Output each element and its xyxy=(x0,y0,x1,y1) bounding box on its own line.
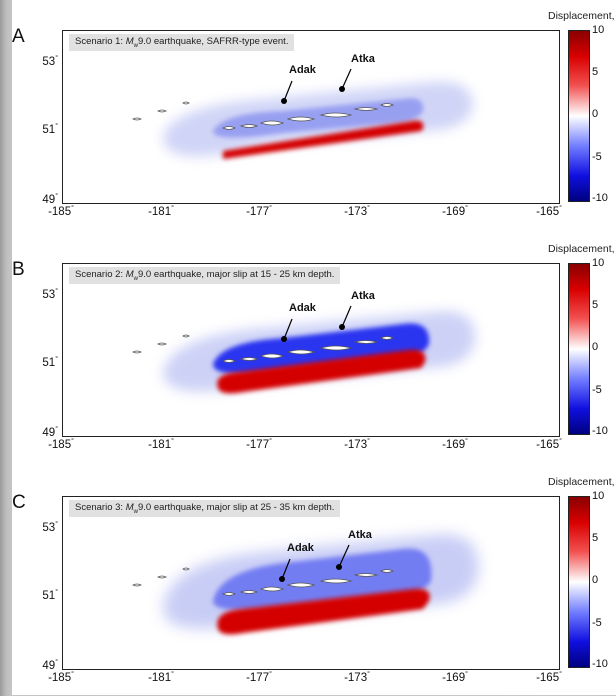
colorbar-tick: -5 xyxy=(592,617,602,629)
x-tick-173: -173° xyxy=(344,438,370,451)
adak-leader xyxy=(283,318,293,340)
colorbar xyxy=(568,30,590,202)
adak-leader xyxy=(281,558,291,580)
city-adak: Adak xyxy=(289,302,316,314)
map-graphic xyxy=(132,305,476,394)
caption-mag: M xyxy=(125,269,134,280)
colorbar-tick: -10 xyxy=(592,658,608,670)
x-tick-169: -169° xyxy=(442,438,468,451)
colorbar-tick: 5 xyxy=(592,532,599,544)
colorbar-tick: 10 xyxy=(592,257,605,269)
x-tick-173: -173° xyxy=(344,671,370,684)
islands xyxy=(132,101,394,130)
colorbar-tick: -5 xyxy=(592,151,602,163)
city-atka: Atka xyxy=(348,529,372,541)
uplift-zone xyxy=(217,588,430,635)
x-tick-177: -177° xyxy=(246,205,272,218)
colorbar-tick: 0 xyxy=(592,108,599,120)
colorbar-title: Displacement, m xyxy=(548,243,616,255)
y-tick-53: 53° xyxy=(42,521,58,534)
x-tick-181: -181° xyxy=(148,671,174,684)
y-tick-49: 49° xyxy=(42,659,58,672)
colorbar-title: Displacement, m xyxy=(548,10,616,22)
panel-b: B Displacement, m xyxy=(12,233,616,463)
atka-leader xyxy=(338,544,350,568)
x-tick-169: -169° xyxy=(442,671,468,684)
x-tick-181: -181° xyxy=(148,205,174,218)
caption-rest: 9.0 earthquake, SAFRR-type event. xyxy=(137,36,289,47)
caption-rest: 9.0 earthquake, major slip at 15 - 25 km… xyxy=(137,269,335,280)
city-adak: Adak xyxy=(289,64,316,76)
y-tick-49: 49° xyxy=(42,426,58,439)
y-tick-49: 49° xyxy=(42,193,58,206)
x-tick-165: -165° xyxy=(536,438,562,451)
map-graphic xyxy=(132,68,473,159)
y-tick-53: 53° xyxy=(42,55,58,68)
caption-sub: w xyxy=(133,275,138,282)
colorbar xyxy=(568,496,590,668)
y-tick-53: 53° xyxy=(42,288,58,301)
atka-leader xyxy=(341,305,352,328)
caption-mag: M xyxy=(125,502,134,513)
colorbar-tick: -10 xyxy=(592,425,608,437)
scenario-caption: Scenario 2: Mw9.0 earthquake, major slip… xyxy=(69,267,341,284)
y-tick-51: 51° xyxy=(42,123,58,136)
caption-prefix: Scenario 2: xyxy=(75,269,126,280)
colorbar xyxy=(568,263,590,435)
city-atka: Atka xyxy=(351,290,375,302)
islands xyxy=(132,567,394,596)
x-tick-181: -181° xyxy=(148,438,174,451)
colorbar-tick: 10 xyxy=(592,24,605,36)
x-tick-185: -185° xyxy=(48,205,74,218)
colorbar-tick: -10 xyxy=(592,192,608,204)
colorbar-tick: -5 xyxy=(592,384,602,396)
caption-prefix: Scenario 1: xyxy=(75,36,126,47)
caption-sub: w xyxy=(133,508,138,515)
y-tick-51: 51° xyxy=(42,589,58,602)
map-graphic xyxy=(132,534,479,635)
figure-sheet: A Displacement, m xyxy=(12,0,616,695)
scenario-caption: Scenario 1: Mw9.0 earthquake, SAFRR-type… xyxy=(69,34,295,51)
colorbar-tick: 0 xyxy=(592,341,599,353)
city-atka: Atka xyxy=(351,53,375,65)
y-tick-51: 51° xyxy=(42,356,58,369)
x-tick-185: -185° xyxy=(48,438,74,451)
caption-prefix: Scenario 3: xyxy=(75,502,126,513)
x-tick-177: -177° xyxy=(246,671,272,684)
subsidence-zone xyxy=(213,323,430,374)
atka-leader xyxy=(341,68,352,90)
panel-c: C Displacement, m xyxy=(12,466,616,696)
panel-label: C xyxy=(12,492,26,513)
displacement-map: Scenario 2: Mw9.0 earthquake, major slip… xyxy=(62,263,560,437)
caption-mag: M xyxy=(125,36,134,47)
uplift-zone xyxy=(223,120,424,159)
caption-sub: w xyxy=(133,42,138,49)
x-tick-165: -165° xyxy=(536,671,562,684)
x-tick-185: -185° xyxy=(48,671,74,684)
islands xyxy=(132,334,394,363)
caption-rest: 9.0 earthquake, major slip at 25 - 35 km… xyxy=(137,502,335,513)
displacement-map: Scenario 1: Mw9.0 earthquake, SAFRR-type… xyxy=(62,30,560,204)
panel-label: B xyxy=(12,259,25,280)
colorbar-title: Displacement, m xyxy=(548,476,616,488)
colorbar-tick: 10 xyxy=(592,490,605,502)
x-tick-173: -173° xyxy=(344,205,370,218)
x-tick-169: -169° xyxy=(442,205,468,218)
x-tick-177: -177° xyxy=(246,438,272,451)
colorbar-tick: 0 xyxy=(592,574,599,586)
scenario-caption: Scenario 3: Mw9.0 earthquake, major slip… xyxy=(69,500,341,517)
panel-label: A xyxy=(12,26,25,47)
panel-a: A Displacement, m xyxy=(12,0,616,230)
uplift-zone xyxy=(217,349,426,394)
city-adak: Adak xyxy=(287,542,314,554)
x-tick-165: -165° xyxy=(536,205,562,218)
colorbar-tick: 5 xyxy=(592,66,599,78)
displacement-map: Scenario 3: Mw9.0 earthquake, major slip… xyxy=(62,496,560,670)
colorbar-tick: 5 xyxy=(592,299,599,311)
adak-leader xyxy=(283,80,293,102)
